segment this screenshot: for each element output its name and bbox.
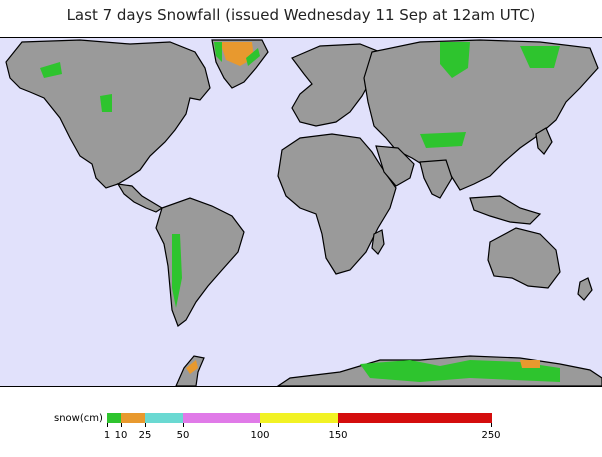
legend-bin-1-10 — [107, 413, 121, 423]
legend-tick-label: 250 — [481, 430, 501, 441]
snowfall-legend — [0, 404, 602, 454]
legend-tick — [121, 423, 122, 427]
legend-tick-label: 100 — [250, 430, 270, 441]
legend-tick-label: 25 — [138, 430, 152, 441]
snow-siberia-light — [440, 42, 470, 78]
legend-bin-25-50 — [145, 413, 183, 423]
legend-tick-label: 150 — [328, 430, 348, 441]
snow-far-east-light — [520, 46, 560, 68]
snow-antarctica-light — [360, 360, 560, 382]
legend-tick — [260, 423, 261, 427]
legend-tick — [183, 423, 184, 427]
africa — [277, 133, 397, 275]
legend-tick — [145, 423, 146, 427]
legend-tick — [338, 423, 339, 427]
world-map-svg — [0, 38, 602, 386]
snow-central-asia-light — [420, 132, 466, 148]
snowfall-map — [0, 37, 602, 387]
arabian-peninsula — [375, 145, 415, 187]
snow-antarctica-moderate — [520, 360, 540, 368]
snow-antarctic-peninsula-moderate — [186, 360, 198, 374]
japan — [535, 127, 553, 155]
australia — [487, 227, 561, 289]
snow-greenland-moderate — [220, 42, 254, 66]
southeast-asia-islands — [469, 195, 542, 225]
legend-tick — [107, 423, 108, 427]
asia — [363, 39, 599, 191]
madagascar — [371, 229, 385, 255]
legend-tick-label: 10 — [114, 430, 128, 441]
central-america — [116, 183, 164, 213]
snow-rockies-light — [100, 94, 112, 112]
legend-tick — [491, 423, 492, 427]
europe — [291, 43, 381, 127]
snow-andes-light — [172, 234, 182, 308]
legend-label: snow(cm) — [54, 413, 103, 424]
snow-alaska-light — [40, 62, 62, 78]
legend-bin-100-150 — [260, 413, 338, 423]
map-title: Last 7 days Snowfall (issued Wednesday 1… — [66, 6, 536, 24]
legend-bin-150-250 — [338, 413, 492, 423]
legend-tick-label: 50 — [176, 430, 190, 441]
snow-greenland-light — [214, 42, 260, 66]
legend-bin-50-100 — [183, 413, 260, 423]
north-america — [5, 39, 211, 189]
indian-subcontinent — [419, 159, 453, 199]
new-zealand — [577, 277, 593, 301]
legend-bin-10-25 — [121, 413, 145, 423]
legend-tick-label: 1 — [103, 430, 111, 441]
snowfall-overlays — [40, 42, 560, 382]
